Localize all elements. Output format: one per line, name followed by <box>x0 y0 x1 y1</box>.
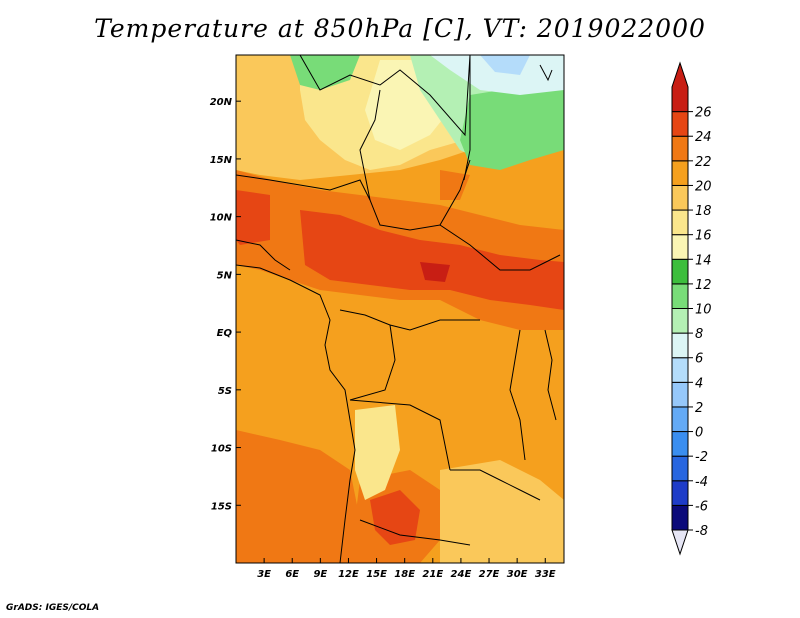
lon-tick-label: 33E <box>535 569 556 580</box>
colorbar-label: -6 <box>695 499 708 514</box>
colorbar-label: 8 <box>695 327 703 342</box>
colorbar-low-extend <box>671 529 689 556</box>
colorbar-label: 14 <box>695 253 712 268</box>
lon-tick-label: 18E <box>394 569 415 580</box>
colorbar-label: 20 <box>695 179 712 194</box>
map-frame <box>235 54 565 564</box>
colorbar-swatch <box>671 431 689 457</box>
colorbar-swatch <box>671 381 689 408</box>
colorbar-swatch <box>671 160 689 186</box>
lat-tick-label: 10N <box>210 213 233 224</box>
field-zone-central-hottest <box>300 210 564 310</box>
colorbar-label: -8 <box>695 524 708 539</box>
lon-tick-label: 15E <box>366 569 387 580</box>
colorbar-high-extend <box>671 61 689 113</box>
colorbar-swatch <box>671 111 689 137</box>
field-zone-southeast-warm <box>440 460 564 563</box>
field-zone-south-hottest <box>370 490 420 545</box>
colorbar-swatch <box>671 308 689 334</box>
colorbar-swatch <box>671 504 689 531</box>
lat-axis: 20N 15N 10N 5N EQ 5S 10S 15S <box>210 97 241 512</box>
colorbar-label: 18 <box>695 204 712 219</box>
credit-label: GrADS: IGES/COLA <box>6 603 100 613</box>
colorbar-label: 4 <box>695 376 703 391</box>
field-zone-east-hot <box>440 170 470 200</box>
colorbar-label: -4 <box>695 475 708 490</box>
colorbar-label: 16 <box>695 229 712 244</box>
lon-tick-label: 24E <box>451 569 472 580</box>
colorbar-label: -2 <box>695 450 708 465</box>
colorbar-swatch <box>671 184 689 211</box>
colorbar-swatch <box>671 455 689 482</box>
field-zone-northeast-sky <box>480 55 530 75</box>
lat-tick-label: 15S <box>211 501 232 512</box>
colorbar-label: 10 <box>695 303 712 318</box>
colorbar-swatch <box>671 209 689 236</box>
lon-tick-label: 27E <box>479 569 500 580</box>
colorbar-label: 22 <box>695 155 712 170</box>
lon-tick-label: 9E <box>313 569 327 580</box>
field-zone-northwest-green <box>290 55 360 90</box>
colorbar-label: 12 <box>695 278 712 293</box>
lon-tick-label: 6E <box>285 569 299 580</box>
colorbar-swatch <box>671 135 689 162</box>
colorbar-swatch <box>671 234 689 260</box>
colorbar-swatch <box>671 283 689 309</box>
lon-tick-label: 21E <box>422 569 443 580</box>
colorbar-label: 6 <box>695 352 703 367</box>
colorbar-swatch <box>671 480 689 506</box>
lon-axis: 3E 6E 9E 12E 15E 18E 21E 24E 27E 30E 33E <box>257 558 556 580</box>
field-zone-west-coast-hottest <box>236 190 270 245</box>
field-zone-northeast-green <box>460 80 564 170</box>
colorbar-swatch <box>671 406 689 433</box>
field-zone-core-maximum <box>420 262 450 282</box>
lat-tick-label: 5N <box>217 270 233 281</box>
colorbar-label: 26 <box>695 106 712 121</box>
lon-tick-label: 12E <box>338 569 359 580</box>
lat-tick-label: 10S <box>211 444 232 455</box>
lat-tick-label: EQ <box>217 328 233 339</box>
colorbar-label: 2 <box>695 401 703 416</box>
lat-tick-label: 5S <box>218 386 232 397</box>
lon-tick-label: 3E <box>257 569 271 580</box>
field-zone-south-pale <box>355 405 400 500</box>
colorbar-label: 24 <box>695 130 712 145</box>
lat-tick-label: 20N <box>210 97 233 108</box>
colorbar-swatch <box>671 332 689 359</box>
colorbar-swatch <box>671 357 689 383</box>
colorbar-swatch <box>671 258 689 285</box>
chart-title: Temperature at 850hPa [C], VT: 201902200… <box>94 14 706 43</box>
lat-tick-label: 15N <box>210 155 233 166</box>
field-zone-south-hot <box>236 430 360 563</box>
colorbar-label: 0 <box>695 426 703 441</box>
coastlines-and-borders <box>235 54 561 564</box>
lon-tick-label: 30E <box>507 569 528 580</box>
field-zone-northeast-cyan <box>430 55 564 95</box>
